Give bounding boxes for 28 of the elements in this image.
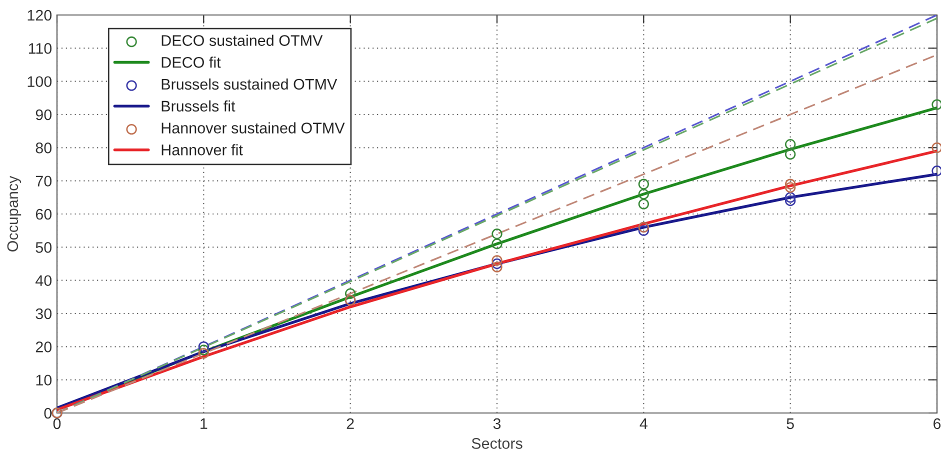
y-tick-label: 110	[28, 43, 52, 54]
x-axis-title: Sectors	[472, 438, 522, 449]
legend-label: Hannover sustained OTMV	[162, 122, 345, 134]
y-tick-label: 20	[36, 342, 52, 352]
y-tick-label: 100	[28, 76, 52, 88]
y-axis-title: Occupancy	[7, 176, 22, 252]
x-tick-label: 4	[640, 418, 648, 429]
legend-label: DECO fit	[162, 56, 221, 68]
y-tick-label: 0	[44, 408, 52, 419]
y-tick-label: 90	[36, 109, 52, 120]
x-tick-label: 1	[200, 418, 208, 429]
x-tick-label: 3	[493, 418, 501, 430]
legend-label: Hannover fit	[162, 144, 243, 156]
x-tick-label: 5	[786, 418, 794, 430]
y-tick-label: 50	[36, 242, 52, 253]
y-tick-label: 30	[36, 308, 52, 320]
y-tick-label: 80	[36, 142, 52, 154]
x-tick-label: 2	[346, 418, 354, 429]
y-tick-label: 40	[36, 275, 52, 286]
y-tick-label: 10	[36, 374, 52, 386]
legend-label: DECO sustained OTMV	[162, 34, 323, 46]
x-tick-label: 6	[934, 418, 941, 430]
legend-label: Brussels fit	[162, 100, 236, 112]
legend-label: Brussels sustained OTMV	[162, 78, 338, 90]
x-tick-label: 0	[53, 418, 61, 430]
y-tick-label: 120	[28, 10, 52, 21]
y-tick-label: 70	[36, 176, 52, 187]
y-tick-label: 60	[36, 208, 52, 220]
